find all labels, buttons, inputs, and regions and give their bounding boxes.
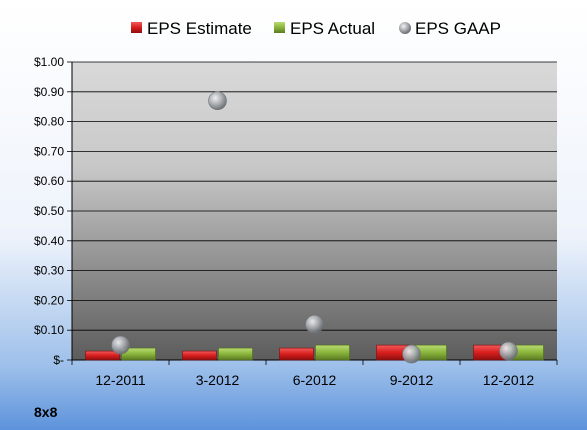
y-tick-label: $0.10 (34, 323, 64, 337)
bar-eps-estimate (85, 350, 120, 361)
legend-label-gaap: EPS GAAP (415, 19, 501, 38)
legend-label-estimate: EPS Estimate (147, 19, 252, 38)
y-tick-label: $1.00 (34, 55, 64, 69)
x-tick-label: 3-2012 (196, 372, 240, 388)
x-tick-label: 9-2012 (390, 372, 434, 388)
y-tick-label: $0.30 (34, 264, 64, 278)
legend-swatch-actual (274, 22, 285, 33)
point-eps-gaap (499, 341, 518, 361)
point-eps-gaap (402, 344, 421, 364)
legend-item-eps-gaap: EPS GAAP (399, 19, 501, 38)
y-tick-label: $0.40 (34, 234, 64, 248)
bar-eps-estimate (182, 350, 217, 361)
legend-item-eps-actual: EPS Actual (274, 19, 375, 38)
x-axis-ticks: 12-2011 3-2012 6-2012 9-2012 12-2012 (95, 372, 534, 388)
y-axis-ticks: $1.00 $0.90 $0.80 $0.70 $0.60 $0.50 $0.40 $0.30… (34, 55, 64, 367)
company-label: 8x8 (34, 404, 58, 420)
y-tick-label: $- (53, 353, 64, 367)
x-tick-label: 12-2012 (483, 372, 535, 388)
y-tick-label: $0.20 (34, 293, 64, 307)
y-tick-label: $0.50 (34, 204, 64, 218)
legend-swatch-gaap (399, 22, 411, 34)
bar-eps-actual (315, 344, 350, 361)
point-eps-gaap (305, 314, 324, 334)
gaap-points (111, 91, 518, 364)
bars (85, 344, 544, 361)
point-eps-gaap (111, 335, 130, 355)
bar-eps-actual (218, 347, 253, 361)
legend-item-eps-estimate: EPS Estimate (131, 19, 252, 38)
y-tick-label: $0.90 (34, 85, 64, 99)
legend-label-actual: EPS Actual (290, 19, 375, 38)
x-tick-label: 6-2012 (293, 372, 337, 388)
x-tick-label: 12-2011 (95, 372, 146, 388)
bar-eps-estimate (279, 347, 314, 361)
point-eps-gaap (208, 91, 227, 111)
y-tick-label: $0.60 (34, 174, 64, 188)
legend-swatch-estimate (131, 22, 142, 33)
y-tick-label: $0.70 (34, 144, 64, 158)
y-tick-label: $0.80 (34, 115, 64, 129)
legend: EPS Estimate EPS Actual EPS GAAP (131, 19, 501, 38)
